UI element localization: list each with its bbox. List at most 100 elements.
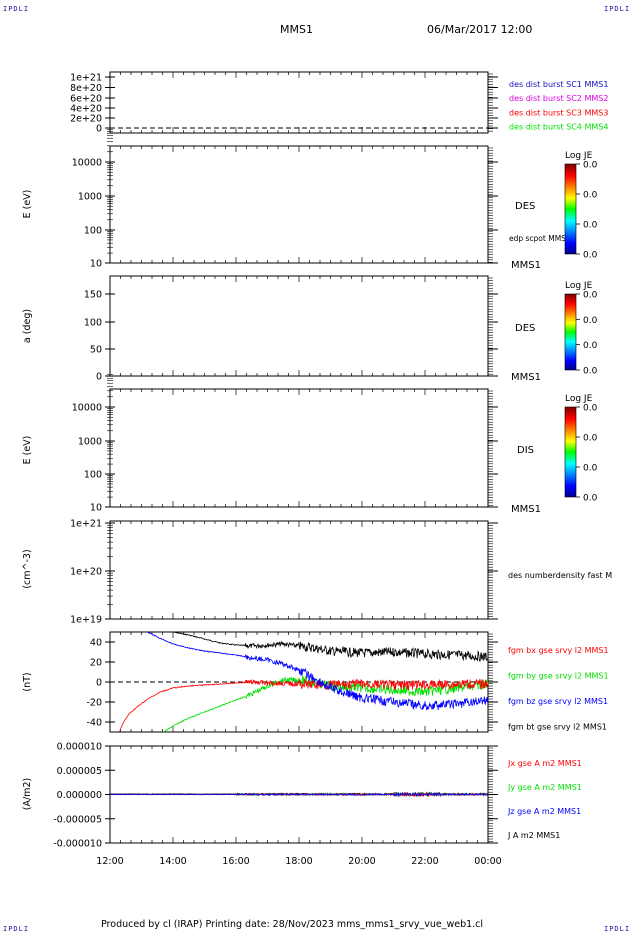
- y-tick-label: 1e+20: [70, 567, 102, 578]
- colorbar-tick-label: 0.0: [583, 316, 598, 326]
- y-tick-label: 10: [90, 503, 102, 514]
- dis-energy-side-label: DIS: [517, 445, 534, 456]
- y-tick-label: 0.000005: [57, 766, 102, 777]
- y-tick-label: 50: [90, 345, 102, 356]
- bfield-series-blue: [147, 631, 489, 711]
- scpot-label: edp scpot MMS1: [509, 234, 571, 243]
- x-tick-label: 14:00: [159, 856, 186, 867]
- bfield-series-red: [119, 678, 489, 733]
- colorbar-tick-label: 0.0: [583, 494, 598, 504]
- dis-energy-ylabel: E (eV): [22, 436, 33, 465]
- y-tick-label: 0.000010: [57, 742, 102, 753]
- y-tick-label: 1000: [78, 192, 102, 203]
- corner-label-top-right: IPDLI: [604, 5, 630, 13]
- current-ylabel: (A/m2): [22, 778, 33, 810]
- des-energy-ylabel: E (eV): [22, 190, 33, 219]
- panel-des-energy-frame: [109, 145, 489, 264]
- bfield-legend-entry: fgm bz gse srvy l2 MMS1: [508, 697, 608, 706]
- y-tick-label: 10000: [72, 403, 102, 414]
- colorbar-tick-label: 0.0: [583, 404, 598, 414]
- y-tick-label: 6e+20: [70, 94, 102, 105]
- colorbar-tick-label: 0.0: [583, 251, 598, 261]
- bfield-legend-entry: fgm bt gse srvy l2 MMS1: [508, 723, 607, 732]
- current-legend-entry: Jz gse A m2 MMS1: [507, 807, 581, 816]
- colorbar: [564, 293, 577, 371]
- x-tick-label: 20:00: [348, 856, 375, 867]
- panel-dist-frame: [109, 71, 489, 134]
- y-tick-label: 0: [96, 372, 102, 383]
- y-tick-label: 4e+20: [70, 104, 102, 115]
- bfield-series-green: [163, 675, 489, 733]
- y-tick-label: 20: [90, 658, 102, 669]
- dist-legend-entry: des dist burst SC4 MMS4: [509, 123, 608, 132]
- y-tick-label: 100: [84, 318, 102, 329]
- des-energy-sc-label: MMS1: [511, 260, 541, 271]
- colorbar-tick-label: 0.0: [583, 291, 598, 301]
- current-legend-entry: J A m2 MMS1: [507, 831, 560, 840]
- colorbar-tick-label: 0.0: [583, 341, 598, 351]
- bfield-series-black: [172, 631, 489, 662]
- y-tick-label: 2e+20: [70, 114, 102, 125]
- bfield-ylabel: (nT): [22, 672, 33, 691]
- panel-density-frame: [109, 520, 489, 620]
- density-legend-entry: des numberdensity fast M: [508, 571, 612, 580]
- y-tick-label: 100: [84, 470, 102, 481]
- y-tick-label: -40: [86, 718, 102, 729]
- colorbar-tick-label: 0.0: [583, 221, 598, 231]
- dis-energy-sc-label: MMS1: [511, 504, 541, 515]
- y-tick-label: 10: [90, 259, 102, 270]
- des-pitch-ylabel: a (deg): [22, 309, 33, 343]
- dist-legend-entry: des dist burst SC2 MMS2: [509, 94, 608, 103]
- y-tick-label: 8e+20: [70, 83, 102, 94]
- colorbar-title: Log JE: [565, 394, 593, 404]
- spacecraft-title: MMS1: [280, 23, 313, 36]
- x-tick-label: 22:00: [411, 856, 438, 867]
- panel-des-pitch-frame: [109, 275, 489, 377]
- y-tick-label: 40: [90, 638, 102, 649]
- y-tick-label: 0: [96, 124, 102, 135]
- colorbar-tick-label: 0.0: [583, 161, 598, 171]
- y-tick-label: 1e+19: [70, 615, 102, 626]
- bfield-legend-entry: fgm by gse srvy l2 MMS1: [508, 672, 609, 681]
- y-tick-label: 1000: [78, 437, 102, 448]
- current-series-blue: [109, 791, 489, 798]
- colorbar-tick-label: 0.0: [583, 434, 598, 444]
- des-pitch-sc-label: MMS1: [511, 372, 541, 383]
- y-tick-label: -0.000005: [53, 814, 102, 825]
- colorbar: [564, 163, 577, 255]
- corner-label-bottom-left: IPDLI: [3, 925, 30, 933]
- footer-text: Produced by cl (IRAP) Printing date: 28/…: [101, 919, 484, 930]
- colorbar-tick-label: 0.0: [583, 367, 598, 377]
- colorbar-title: Log JE: [565, 281, 593, 291]
- y-tick-label: 100: [84, 226, 102, 237]
- x-tick-label: 16:00: [222, 856, 249, 867]
- current-legend-entry: Jx gse A m2 MMS1: [507, 759, 582, 768]
- bfield-legend-entry: fgm bx gse srvy l2 MMS1: [508, 646, 609, 655]
- dist-legend-entry: des dist burst SC1 MMS1: [509, 80, 608, 89]
- panel-dis-energy-frame: [109, 388, 489, 508]
- colorbar-title: Log JE: [565, 151, 593, 161]
- y-tick-label: 150: [84, 290, 102, 301]
- y-tick-label: 10000: [72, 158, 102, 169]
- x-tick-label: 00:00: [474, 856, 501, 867]
- density-ylabel: (cm^-3): [22, 549, 33, 588]
- date-title: 06/Mar/2017 12:00: [427, 23, 533, 36]
- des-energy-side-label: DES: [515, 201, 535, 212]
- colorbar-tick-label: 0.0: [583, 191, 598, 201]
- des-pitch-side-label: DES: [515, 323, 535, 334]
- y-tick-label: 1e+21: [70, 73, 102, 84]
- y-tick-label: 0: [96, 678, 102, 689]
- x-tick-label: 18:00: [285, 856, 312, 867]
- corner-label-bottom-right: IPDLI: [604, 925, 630, 933]
- y-tick-label: 0.000000: [57, 790, 102, 801]
- current-legend-entry: Jy gse A m2 MMS1: [507, 783, 582, 792]
- corner-label-top-left: IPDLI: [3, 5, 30, 13]
- y-tick-label: 1e+21: [70, 519, 102, 530]
- dist-legend-entry: des dist burst SC3 MMS3: [509, 108, 608, 117]
- y-tick-label: -20: [86, 698, 102, 709]
- colorbar: [564, 406, 577, 498]
- x-tick-label: 12:00: [96, 856, 123, 867]
- colorbar-tick-label: 0.0: [583, 464, 598, 474]
- y-tick-label: -0.000010: [53, 839, 102, 850]
